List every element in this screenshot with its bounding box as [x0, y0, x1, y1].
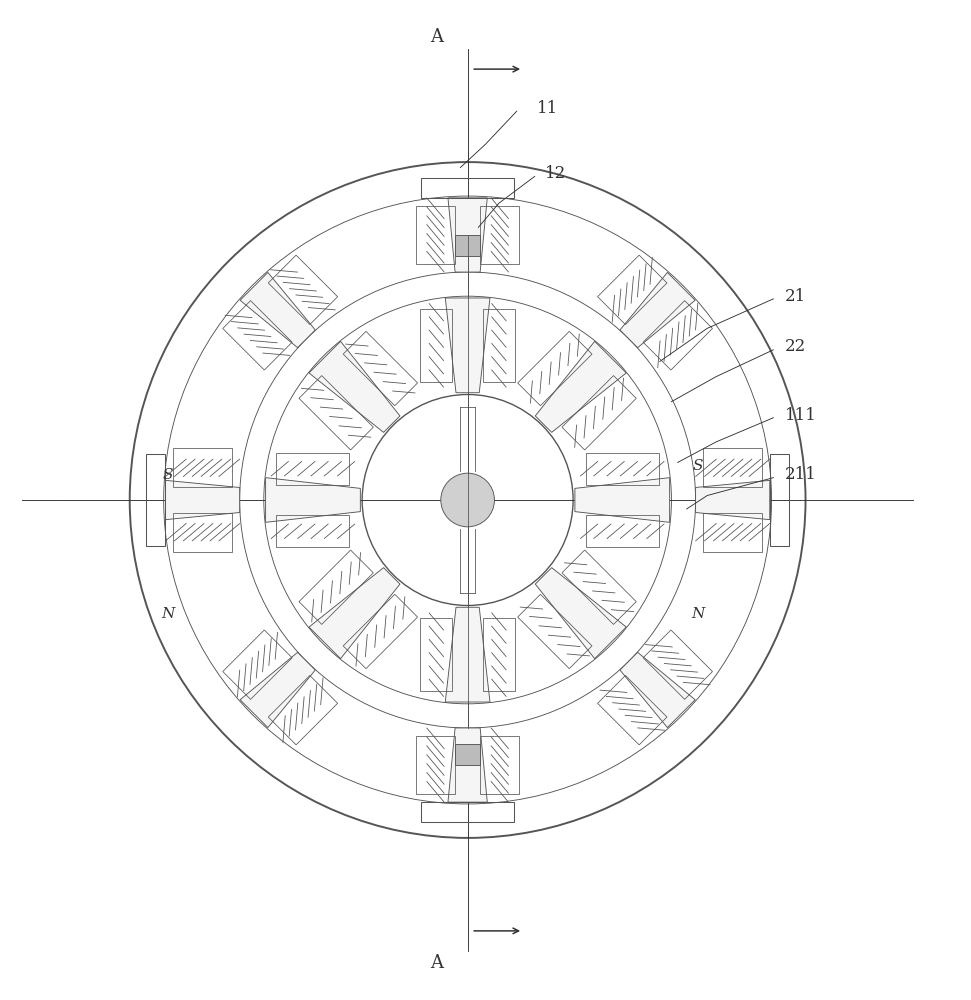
Polygon shape — [619, 652, 695, 728]
Polygon shape — [575, 478, 670, 522]
Polygon shape — [266, 478, 360, 522]
Text: 11: 11 — [536, 100, 557, 117]
Polygon shape — [240, 652, 316, 728]
Text: N: N — [161, 607, 175, 621]
Bar — [455, 744, 480, 765]
Polygon shape — [448, 198, 487, 272]
Text: 111: 111 — [785, 407, 817, 424]
Text: 12: 12 — [546, 165, 567, 182]
Polygon shape — [165, 480, 240, 520]
Polygon shape — [446, 607, 490, 702]
Bar — [455, 235, 480, 256]
Polygon shape — [535, 341, 626, 432]
Text: A: A — [430, 28, 443, 46]
Polygon shape — [309, 568, 400, 659]
Text: 22: 22 — [785, 338, 806, 355]
Polygon shape — [619, 272, 695, 348]
Text: 211: 211 — [785, 466, 817, 483]
Polygon shape — [240, 272, 316, 348]
Text: N: N — [691, 607, 705, 621]
Text: A: A — [430, 954, 443, 972]
Polygon shape — [535, 568, 626, 659]
Polygon shape — [448, 728, 487, 802]
Text: 21: 21 — [785, 288, 806, 305]
Text: S: S — [163, 468, 174, 482]
Polygon shape — [695, 480, 770, 520]
Text: S: S — [693, 459, 704, 473]
Polygon shape — [446, 298, 490, 393]
Polygon shape — [309, 341, 400, 432]
Circle shape — [441, 473, 494, 527]
